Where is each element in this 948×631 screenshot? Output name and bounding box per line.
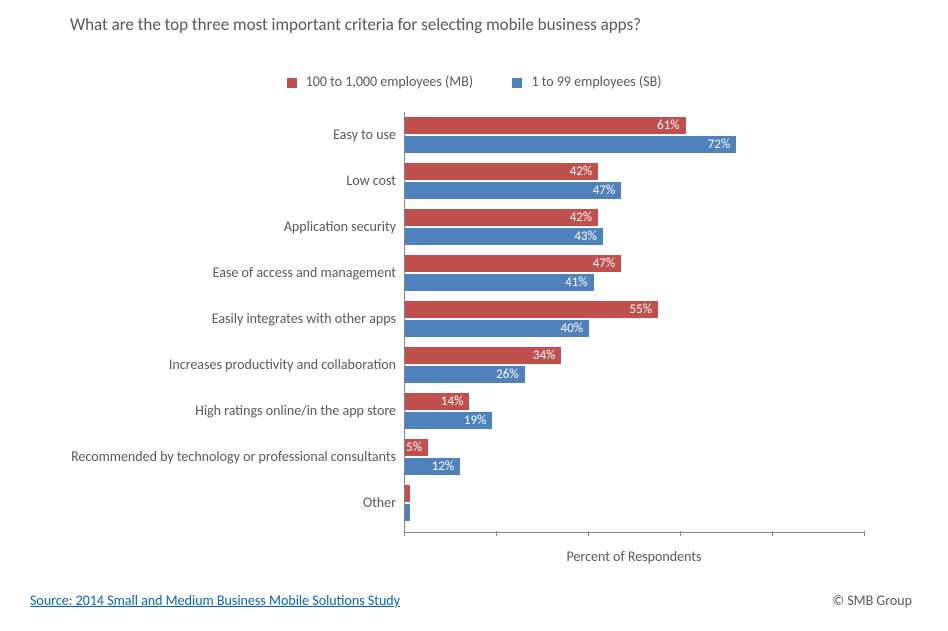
category-label: Increases productivity and collaboration: [16, 342, 396, 388]
bar-mb: 42%: [405, 163, 598, 180]
bar-value-label: 40%: [561, 320, 583, 337]
chart-row: Application security42%43%: [404, 204, 864, 250]
bar-value-label: 55%: [630, 301, 652, 318]
chart-row: Ease of access and management47%41%: [404, 250, 864, 296]
bar-value-label: 72%: [708, 136, 730, 153]
source-link-anchor[interactable]: Source: 2014 Small and Medium Business M…: [30, 592, 400, 609]
legend-item-mb: 100 to 1,000 employees (MB): [287, 73, 474, 90]
bar-sb: 41%: [405, 274, 594, 291]
chart-row: High ratings online/in the app store14%1…: [404, 388, 864, 434]
bar-mb: 61%: [405, 117, 686, 134]
bar-mb: 55%: [405, 301, 658, 318]
bar-mb: [405, 485, 410, 502]
category-label: Application security: [16, 204, 396, 250]
bar-value-label: 42%: [570, 163, 592, 180]
bar-mb: 47%: [405, 255, 621, 272]
bar-value-label: 42%: [570, 209, 592, 226]
category-label: Ease of access and management: [16, 250, 396, 296]
bar-value-label: 47%: [593, 182, 615, 199]
chart-row: Easily integrates with other apps55%40%: [404, 296, 864, 342]
category-label: Easy to use: [16, 112, 396, 158]
category-label: High ratings online/in the app store: [16, 388, 396, 434]
bar-mb: 34%: [405, 347, 561, 364]
legend-item-sb: 1 to 99 employees (SB): [512, 73, 661, 90]
category-label: Low cost: [16, 158, 396, 204]
category-label: Recommended by technology or professiona…: [16, 434, 396, 480]
legend-swatch-mb: [287, 78, 297, 88]
bar-mb: 42%: [405, 209, 598, 226]
bar-mb: 14%: [405, 393, 469, 410]
copyright-text: © SMB Group: [832, 592, 912, 609]
bar-value-label: 19%: [464, 412, 486, 429]
bar-sb: 40%: [405, 320, 589, 337]
chart-row: Increases productivity and collaboration…: [404, 342, 864, 388]
bar-sb: 72%: [405, 136, 736, 153]
x-axis-title: Percent of Respondents: [404, 548, 864, 565]
chart-row: Easy to use61%72%: [404, 112, 864, 158]
bar-sb: 12%: [405, 458, 460, 475]
x-axis-tick: [864, 531, 865, 536]
bar-mb: 5%: [405, 439, 428, 456]
source-link[interactable]: Source: 2014 Small and Medium Business M…: [30, 592, 400, 609]
category-label: Easily integrates with other apps: [16, 296, 396, 342]
bar-sb: [405, 504, 410, 521]
bar-value-label: 26%: [496, 366, 518, 383]
bar-value-label: 14%: [441, 393, 463, 410]
bar-sb: 19%: [405, 412, 492, 429]
bar-value-label: 43%: [574, 228, 596, 245]
bar-sb: 43%: [405, 228, 603, 245]
chart-row: Recommended by technology or professiona…: [404, 434, 864, 480]
bar-value-label: 12%: [432, 458, 454, 475]
bar-value-label: 34%: [533, 347, 555, 364]
bar-value-label: 47%: [593, 255, 615, 272]
plot-area: Easy to use61%72%Low cost42%47%Applicati…: [404, 112, 864, 540]
legend: 100 to 1,000 employees (MB) 1 to 99 empl…: [0, 72, 948, 90]
bar-value-label: 5%: [406, 439, 422, 456]
chart-container: What are the top three most important cr…: [0, 0, 948, 631]
category-label: Other: [16, 480, 396, 526]
legend-label-mb: 100 to 1,000 employees (MB): [306, 73, 473, 90]
bar-sb: 26%: [405, 366, 525, 383]
legend-label-sb: 1 to 99 employees (SB): [531, 73, 661, 90]
bar-value-label: 41%: [565, 274, 587, 291]
legend-swatch-sb: [512, 78, 522, 88]
bar-value-label: 61%: [657, 117, 679, 134]
bar-sb: 47%: [405, 182, 621, 199]
chart-row: Low cost42%47%: [404, 158, 864, 204]
chart-row: Other: [404, 480, 864, 526]
chart-title: What are the top three most important cr…: [70, 14, 641, 35]
